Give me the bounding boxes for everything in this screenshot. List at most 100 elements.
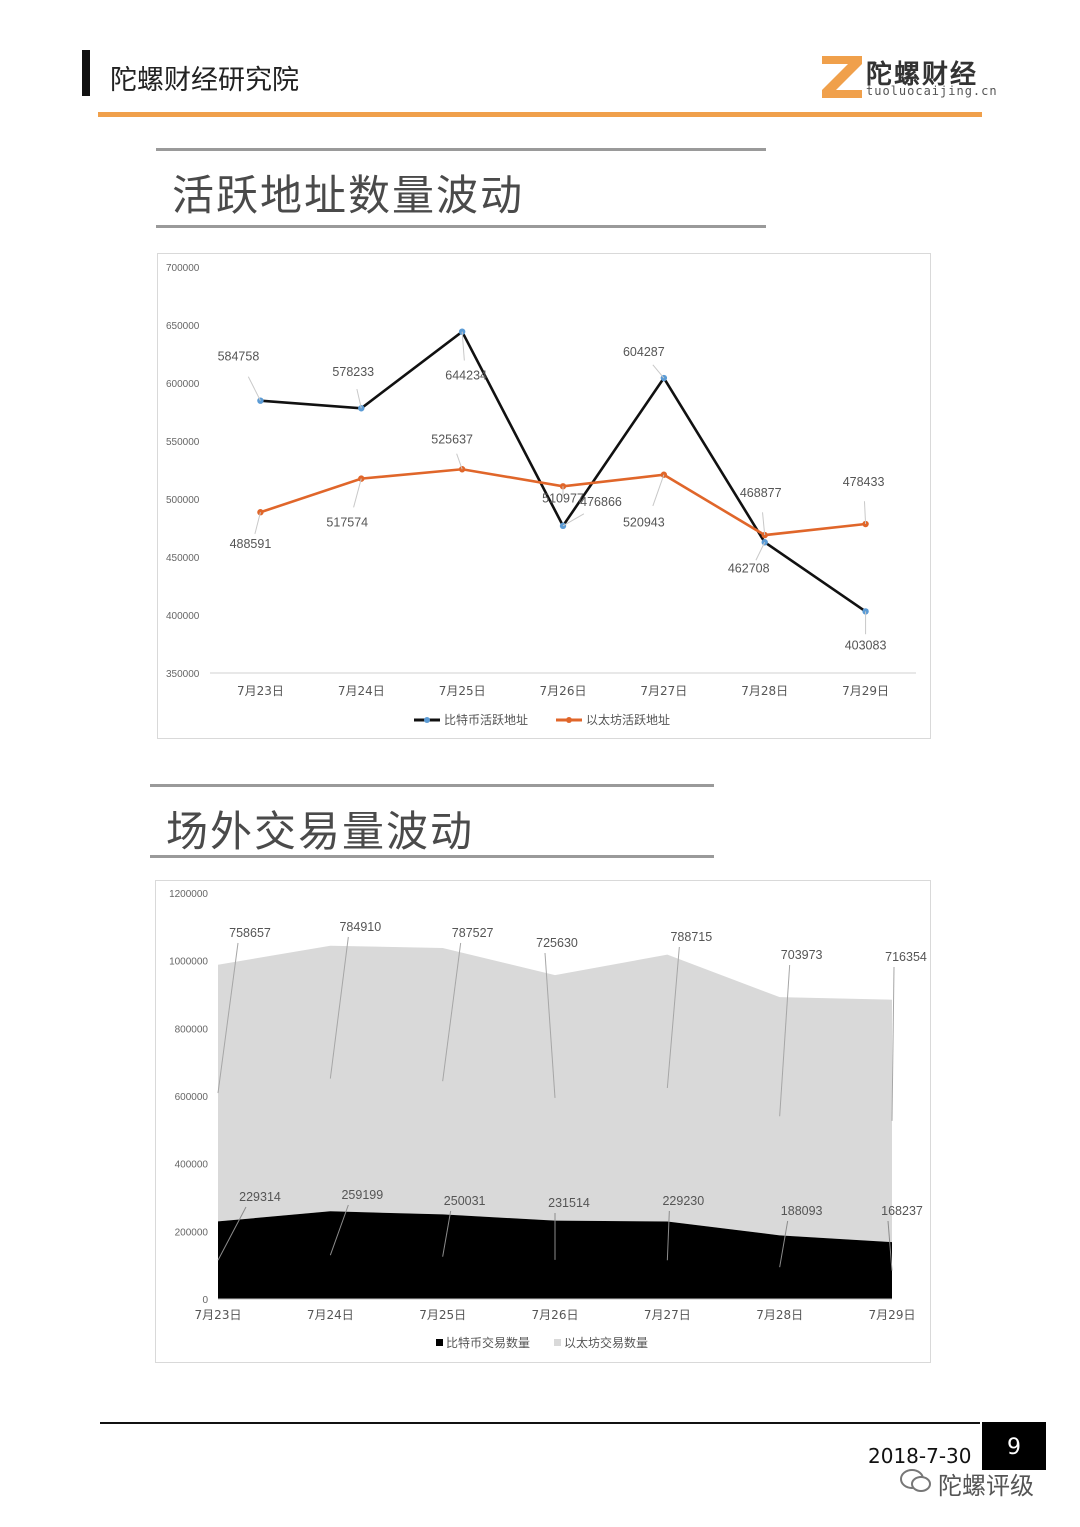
leader-line	[562, 513, 585, 527]
leader-line	[247, 376, 261, 401]
logo-text: 陀螺财经	[866, 60, 979, 90]
data-label: 644234	[445, 369, 487, 383]
leader-line	[887, 1220, 893, 1271]
leader-line	[442, 942, 462, 1082]
y-tick-label: 450000	[166, 553, 200, 564]
section-2-top-rule	[150, 784, 714, 787]
leader-line	[863, 501, 867, 525]
leader-line	[652, 364, 665, 379]
data-point	[257, 397, 264, 404]
data-point	[458, 328, 466, 335]
y-tick-label: 800000	[175, 1024, 209, 1035]
y-tick-label: 550000	[166, 437, 200, 448]
data-point	[862, 608, 869, 615]
legend-label: 以太坊交易数量	[564, 1335, 648, 1350]
data-label: 168237	[881, 1204, 923, 1218]
line-chart-active-addresses: 700000 650000 600000 550000 500000 450000 4000…	[157, 253, 931, 739]
header-bar	[82, 50, 90, 96]
data-label: 784910	[339, 920, 381, 934]
leader-line	[666, 946, 680, 1089]
data-label: 476866	[580, 495, 622, 509]
y-tick-label: 500000	[166, 495, 200, 506]
data-label: 510977	[542, 491, 584, 505]
y-tick-label: 600000	[175, 1092, 209, 1103]
data-label: 788715	[670, 930, 712, 944]
x-tick-label: 7月29日	[842, 684, 889, 698]
page-number: 9	[982, 1422, 1046, 1470]
data-label: 725630	[536, 936, 578, 950]
y-tick-label: 650000	[166, 321, 200, 332]
leader-line	[779, 1220, 789, 1268]
data-label: 403083	[845, 638, 887, 652]
data-label: 188093	[781, 1204, 823, 1218]
y-tick-label: 1200000	[169, 889, 208, 900]
y-tick-label: 700000	[166, 263, 200, 274]
data-label: 488591	[230, 537, 272, 551]
header-rule	[98, 112, 982, 117]
y-tick-label: 200000	[175, 1227, 209, 1238]
section-2-bottom-rule	[150, 855, 714, 858]
data-label: 250031	[444, 1194, 486, 1208]
wechat-icon	[900, 1469, 931, 1492]
data-label: 716354	[885, 950, 927, 964]
footer-date: 2018-7-30	[868, 1444, 972, 1468]
data-label: 758657	[229, 926, 271, 940]
data-label: 584758	[218, 350, 260, 364]
data-label: 525637	[431, 432, 473, 446]
leader-line	[442, 1210, 452, 1257]
leader-line	[666, 1210, 670, 1261]
area-chart-svg: 1200000 1000000 800000 600000 400000 200000 0 7…	[169, 889, 927, 1350]
legend-swatch	[436, 1339, 443, 1346]
logo-z-icon	[822, 56, 862, 98]
section-1-bottom-rule	[156, 225, 766, 228]
x-tick-label: 7月27日	[644, 1308, 691, 1322]
y-tick-label: 400000	[175, 1160, 209, 1171]
data-label: 604287	[623, 345, 665, 359]
y-tick-label: 1000000	[169, 957, 208, 968]
leader-line	[762, 512, 766, 536]
x-tick-label: 7月25日	[419, 1308, 466, 1322]
watermark-label: 陀螺评级	[938, 1472, 1034, 1500]
leader-line	[329, 936, 349, 1079]
section-1-top-rule	[156, 148, 766, 151]
leader-line	[652, 474, 665, 507]
legend-swatch	[554, 1339, 561, 1346]
x-tick-label: 7月24日	[307, 1308, 354, 1322]
data-label: 578233	[332, 365, 374, 379]
y-tick-label: 600000	[166, 379, 200, 390]
x-tick-label: 7月23日	[195, 1308, 242, 1322]
leader-line	[356, 388, 362, 409]
leader-line	[353, 478, 362, 508]
data-label: 468877	[740, 486, 782, 500]
leader-line	[755, 542, 766, 561]
data-label: 259199	[341, 1188, 383, 1202]
data-label: 229230	[662, 1194, 704, 1208]
data-label: 462708	[728, 561, 770, 575]
legend-label: 比特币活跃地址	[444, 712, 528, 727]
data-point	[559, 483, 567, 490]
data-label: 478433	[843, 475, 885, 489]
leader-line	[891, 966, 895, 1121]
leader-line	[217, 1206, 247, 1261]
data-point	[257, 509, 264, 516]
y-tick-label: 400000	[166, 611, 200, 622]
legend-label: 比特币交易数量	[446, 1335, 530, 1350]
data-label: 517574	[326, 516, 368, 530]
leader-line	[544, 952, 556, 1098]
x-tick-label: 7月24日	[338, 684, 385, 698]
leader-line	[329, 1204, 349, 1256]
header-org: 陀螺财经研究院	[110, 65, 299, 96]
footer-rule	[100, 1422, 980, 1424]
data-label: 703973	[781, 948, 823, 962]
x-tick-label: 7月26日	[532, 1308, 579, 1322]
x-tick-label: 7月28日	[741, 684, 788, 698]
x-tick-label: 7月27日	[640, 684, 687, 698]
data-label: 520943	[623, 516, 665, 530]
leader-line	[461, 331, 465, 361]
section-1-title: 活跃地址数量波动	[172, 171, 525, 220]
x-tick-label: 7月25日	[439, 684, 486, 698]
logo-domain: tuoluocaijing.cn	[866, 84, 998, 98]
data-label: 229314	[239, 1190, 281, 1204]
x-tick-label: 7月23日	[237, 684, 284, 698]
y-tick-label: 350000	[166, 669, 200, 680]
